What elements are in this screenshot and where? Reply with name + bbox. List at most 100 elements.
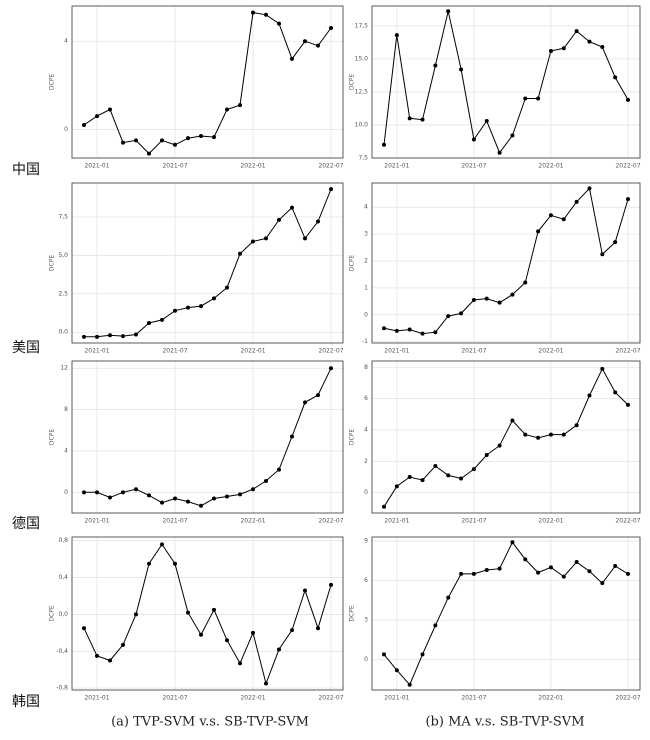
y-tick-label: 0 bbox=[64, 489, 68, 496]
plot-area bbox=[72, 361, 343, 513]
y-tick-label: 9 bbox=[364, 537, 368, 544]
point bbox=[613, 390, 618, 395]
point bbox=[626, 197, 630, 202]
point bbox=[613, 75, 618, 80]
point bbox=[95, 334, 99, 339]
point bbox=[316, 393, 320, 398]
x-tick-label: 2021-07 bbox=[461, 163, 486, 170]
plot-frame bbox=[71, 360, 344, 514]
point bbox=[613, 564, 618, 569]
point bbox=[548, 213, 553, 218]
line bbox=[83, 12, 332, 155]
point bbox=[251, 239, 255, 244]
x-tick-label: 2021-01 bbox=[384, 518, 409, 525]
x-tick-label: 2022-07 bbox=[615, 518, 640, 525]
plot-frame bbox=[71, 5, 344, 159]
point bbox=[382, 504, 386, 509]
point bbox=[212, 607, 216, 612]
point bbox=[446, 314, 451, 319]
point bbox=[82, 490, 86, 495]
point bbox=[277, 647, 281, 652]
point bbox=[186, 136, 190, 141]
point bbox=[484, 118, 489, 123]
point bbox=[147, 321, 151, 325]
x-tick-label: 2021-07 bbox=[162, 348, 187, 355]
point bbox=[121, 642, 125, 647]
y-axis-label: DCPE bbox=[349, 605, 356, 621]
point bbox=[574, 560, 579, 565]
x-tick-label: 2021-01 bbox=[384, 695, 409, 702]
point bbox=[613, 240, 618, 245]
x-tick-label: 2021-07 bbox=[461, 518, 486, 525]
x-tick-label: 2021-01 bbox=[384, 348, 409, 355]
point bbox=[548, 48, 553, 53]
y-tick-label: 0 bbox=[364, 656, 368, 663]
point bbox=[329, 187, 333, 192]
point bbox=[147, 561, 151, 566]
point bbox=[561, 217, 566, 222]
point bbox=[587, 186, 592, 191]
x-tick-label: 2022-07 bbox=[318, 695, 343, 702]
point bbox=[420, 331, 425, 336]
point bbox=[134, 612, 138, 617]
point bbox=[394, 484, 399, 489]
point bbox=[238, 251, 242, 256]
point bbox=[212, 496, 216, 501]
point bbox=[199, 304, 203, 309]
x-tick-label: 2022-07 bbox=[318, 163, 343, 170]
point bbox=[394, 328, 399, 333]
x-tick-label: 2021-01 bbox=[384, 163, 409, 170]
point bbox=[484, 296, 489, 301]
x-tick-label: 2022-07 bbox=[615, 348, 640, 355]
x-tick-label: 2021-07 bbox=[461, 695, 486, 702]
point bbox=[134, 138, 138, 143]
x-tick-label: 2021-01 bbox=[84, 518, 109, 525]
point bbox=[329, 26, 333, 31]
plot-area bbox=[372, 537, 640, 690]
y-tick-label: 4 bbox=[64, 447, 68, 454]
point bbox=[160, 138, 164, 143]
line bbox=[83, 543, 332, 686]
point bbox=[394, 668, 399, 673]
plot-frame bbox=[371, 360, 641, 514]
point bbox=[251, 487, 255, 492]
point bbox=[626, 402, 630, 407]
point bbox=[264, 12, 268, 17]
x-tick-label: 2022-01 bbox=[240, 163, 265, 170]
y-tick-label: 10,0 bbox=[355, 121, 369, 128]
point bbox=[497, 443, 502, 448]
point bbox=[160, 317, 164, 322]
point bbox=[303, 236, 307, 241]
point bbox=[82, 626, 86, 631]
point bbox=[394, 33, 399, 38]
point bbox=[382, 652, 386, 657]
point bbox=[536, 96, 541, 101]
y-tick-label: -0,4 bbox=[56, 648, 68, 655]
point bbox=[147, 493, 151, 498]
point bbox=[574, 423, 579, 428]
y-tick-label: 17,5 bbox=[355, 22, 369, 29]
point bbox=[238, 661, 242, 666]
y-tick-label: 2,5 bbox=[58, 290, 68, 297]
point bbox=[82, 122, 86, 127]
point bbox=[108, 333, 112, 338]
point bbox=[561, 574, 566, 579]
point bbox=[108, 107, 112, 112]
point bbox=[497, 300, 502, 305]
x-tick-label: 2022-01 bbox=[538, 163, 563, 170]
y-tick-label: 1 bbox=[364, 284, 368, 291]
point bbox=[587, 393, 592, 398]
point bbox=[407, 682, 412, 687]
x-tick-label: 2022-07 bbox=[318, 348, 343, 355]
row-label: 中国 bbox=[12, 162, 40, 178]
point bbox=[264, 478, 268, 483]
point bbox=[186, 305, 190, 310]
point bbox=[160, 542, 164, 547]
point bbox=[108, 658, 112, 663]
plot-area bbox=[372, 361, 640, 513]
point bbox=[407, 116, 412, 121]
point bbox=[199, 503, 203, 508]
point bbox=[600, 366, 605, 371]
point bbox=[600, 581, 605, 586]
row-label: 韩国 bbox=[12, 694, 40, 710]
